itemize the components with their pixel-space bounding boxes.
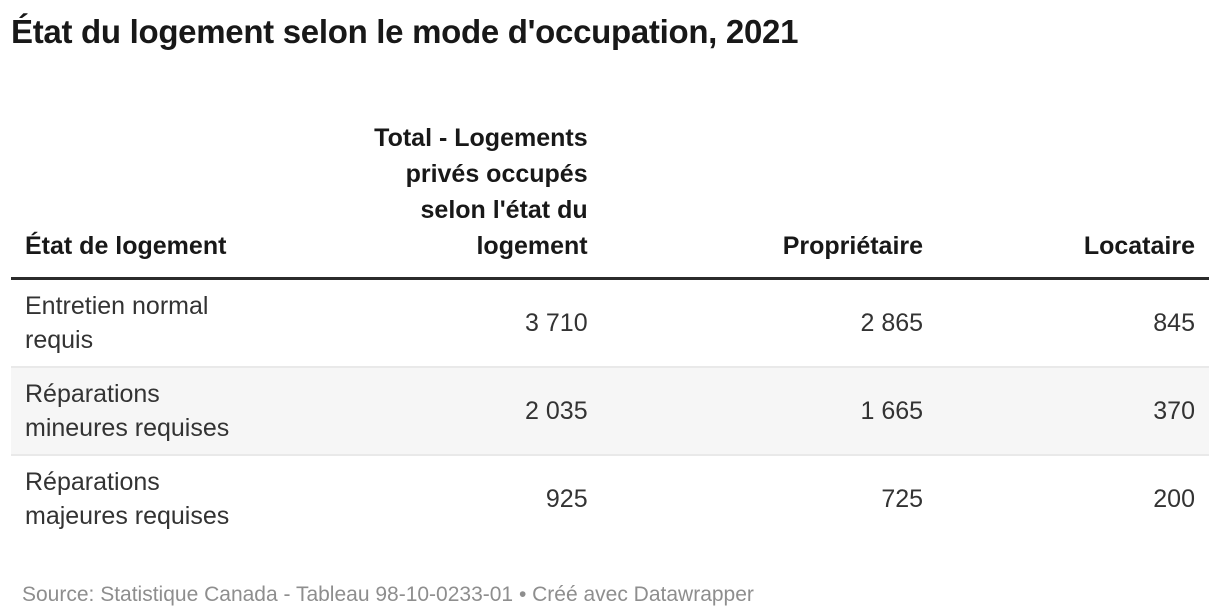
table-row: Réparations majeures requises 925 725 20… bbox=[11, 454, 1209, 542]
cell-proprietaire: 1 665 bbox=[601, 366, 938, 455]
row-label: Réparations mineures requises bbox=[11, 366, 322, 455]
table-row: Entretien normal requis 3 710 2 865 845 bbox=[11, 279, 1209, 368]
page-title: État du logement selon le mode d'occupat… bbox=[11, 13, 799, 50]
table-header: État de logement Total - Logements privé… bbox=[11, 98, 1209, 280]
column-header-locataire: Locataire bbox=[937, 98, 1209, 280]
row-label: Réparations majeures requises bbox=[11, 454, 322, 542]
housing-condition-table: État de logement Total - Logements privé… bbox=[11, 98, 1209, 542]
cell-total: 925 bbox=[321, 454, 602, 542]
cell-proprietaire: 725 bbox=[601, 454, 938, 542]
column-header-etat-de-logement: État de logement bbox=[11, 98, 322, 280]
column-header-total: Total - Logements privés occupés selon l… bbox=[321, 98, 602, 280]
header-row: État de logement Total - Logements privé… bbox=[11, 98, 1209, 280]
cell-total: 3 710 bbox=[525, 309, 588, 337]
row-label: Entretien normal requis bbox=[25, 292, 209, 354]
column-header-proprietaire: Propriétaire bbox=[601, 98, 938, 280]
cell-proprietaire: 2 865 bbox=[860, 309, 924, 337]
cell-total: 2 035 bbox=[321, 366, 602, 455]
table-body: Entretien normal requis 3 710 2 865 845 … bbox=[11, 279, 1209, 542]
cell-locataire: 370 bbox=[937, 366, 1209, 455]
cell-locataire: 845 bbox=[1153, 309, 1195, 337]
cell-locataire: 200 bbox=[937, 454, 1209, 542]
table-row: Réparations mineures requises 2 035 1 66… bbox=[11, 366, 1209, 455]
source-attribution: Source: Statistique Canada - Tableau 98-… bbox=[22, 583, 754, 606]
